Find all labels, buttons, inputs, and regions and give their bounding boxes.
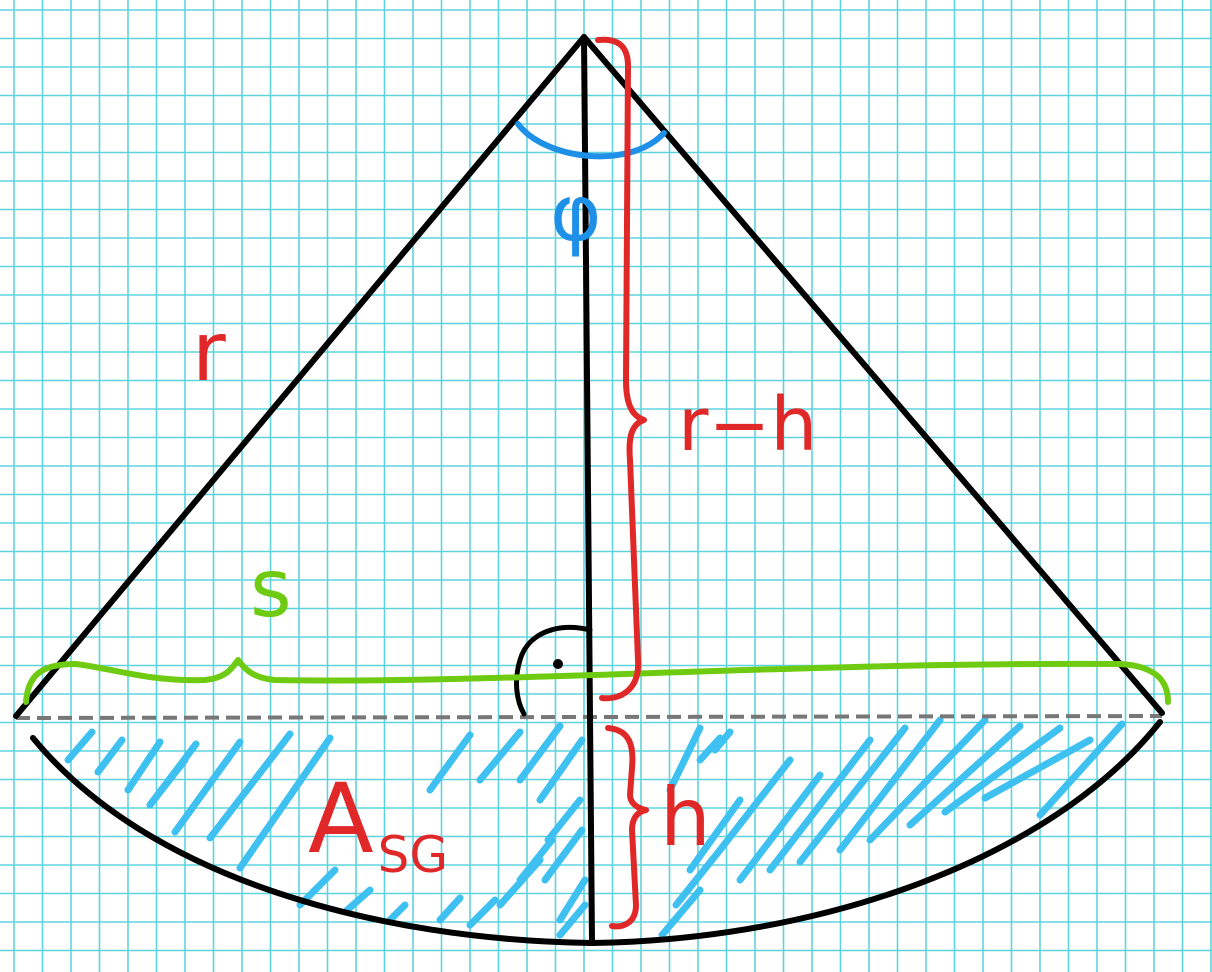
- apothem-label: r−h: [678, 382, 817, 468]
- radius-right-line: [581, 34, 1165, 716]
- chord-label: s: [250, 542, 292, 635]
- hatch-stroke: [1036, 720, 1126, 819]
- hatch-stroke: [836, 716, 944, 854]
- hatch-stroke: [556, 876, 589, 924]
- hatch-stroke: [556, 901, 589, 939]
- hatch-stroke: [686, 796, 744, 874]
- apothem-brace: [595, 36, 647, 702]
- radius-left-line: [13, 34, 587, 719]
- hatch-stroke: [544, 796, 584, 844]
- hatch-stroke: [94, 736, 126, 776]
- hatch-stroke: [206, 730, 294, 842]
- right-angle-mark: [514, 624, 593, 717]
- hatch-stroke: [981, 736, 1094, 802]
- segment-arc: [30, 719, 1163, 946]
- hatch-stroke: [711, 728, 734, 754]
- hatch-stroke: [941, 724, 1064, 816]
- height-brace: [605, 725, 649, 930]
- hatch-stroke: [496, 856, 544, 909]
- hatch-stroke: [124, 738, 164, 794]
- segment-area-main: A: [308, 763, 374, 875]
- hatch-stroke: [146, 756, 189, 809]
- hatch-stroke: [236, 734, 334, 872]
- hatch-stroke: [536, 736, 586, 804]
- hatch-stroke: [466, 896, 499, 929]
- hatch-stroke: [906, 722, 1024, 829]
- hatch-stroke: [716, 756, 794, 854]
- hatch-stroke: [476, 728, 524, 784]
- angle-label: φ: [550, 169, 601, 259]
- hatch-stroke: [666, 724, 704, 794]
- hatch-stroke: [796, 724, 909, 866]
- segment-area-subscript: SG: [378, 826, 448, 884]
- hatch-stroke: [436, 894, 464, 924]
- center-line: [581, 34, 595, 946]
- hatch-stroke: [516, 722, 564, 784]
- hatch-stroke: [64, 728, 96, 764]
- hatch-stroke: [426, 731, 474, 794]
- segment-area-label: ASG: [308, 763, 448, 884]
- hatch-stroke: [386, 901, 409, 924]
- chord-brace: [23, 657, 1171, 705]
- hatch-stroke: [658, 886, 704, 939]
- hatch-stroke: [736, 771, 824, 884]
- sector-outline: [13, 34, 1165, 946]
- height-label: h: [660, 771, 711, 864]
- angle-arc: [515, 121, 667, 160]
- hatch-stroke: [341, 886, 374, 916]
- radius-label: r: [192, 305, 226, 400]
- segment-area-hatching: [64, 716, 1126, 939]
- hatch-stroke: [541, 826, 586, 884]
- hatch-stroke: [866, 716, 989, 844]
- hatch-stroke: [696, 734, 724, 764]
- hatch-stroke: [672, 846, 724, 909]
- hatch-stroke: [766, 736, 874, 874]
- hatch-stroke: [171, 738, 244, 836]
